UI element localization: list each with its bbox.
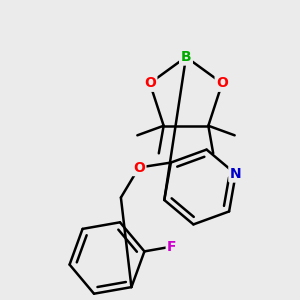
Text: O: O: [216, 76, 228, 90]
Text: O: O: [144, 76, 156, 90]
Text: O: O: [133, 160, 145, 175]
Text: F: F: [167, 239, 177, 254]
Text: N: N: [230, 167, 242, 181]
Text: B: B: [181, 50, 191, 64]
